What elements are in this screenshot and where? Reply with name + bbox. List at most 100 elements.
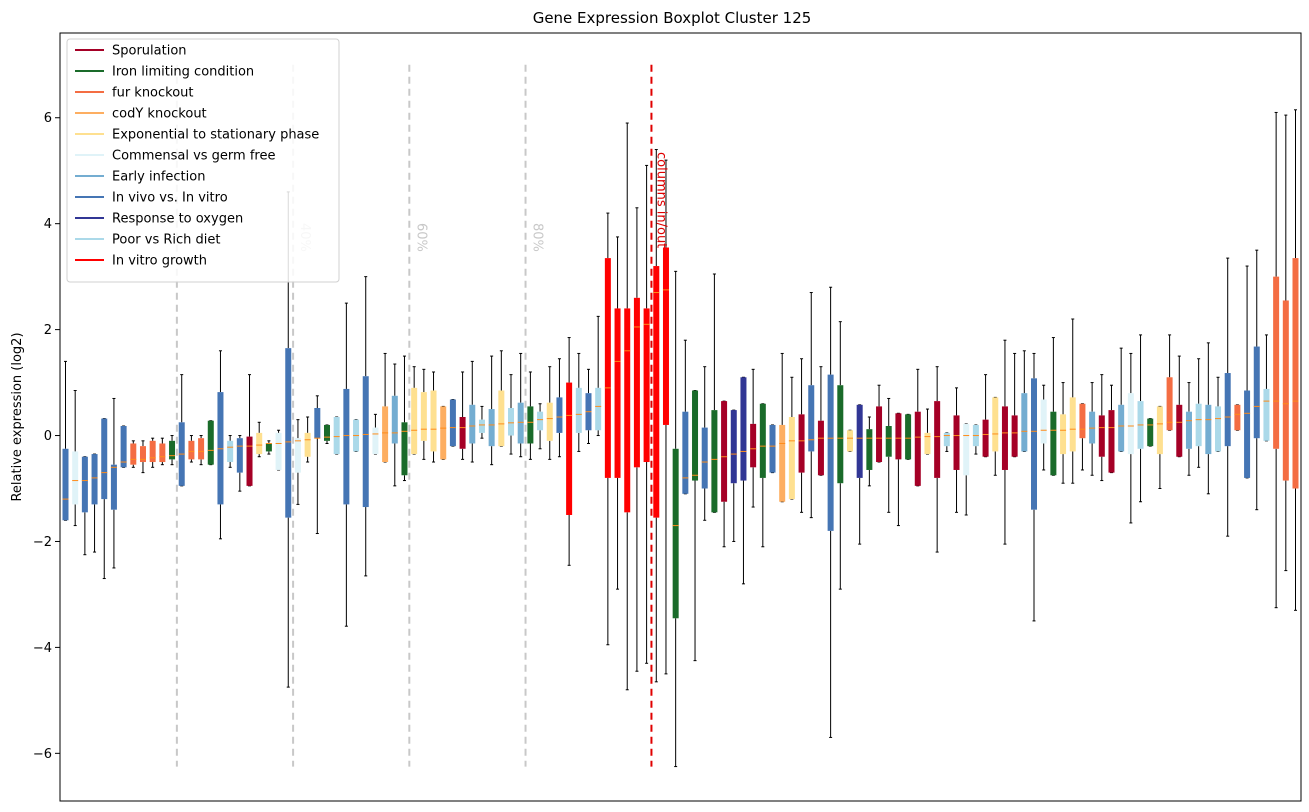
- box: [643, 164, 650, 664]
- box-body: [595, 387, 602, 431]
- box-body: [236, 438, 243, 473]
- box: [246, 374, 253, 487]
- box-body: [730, 410, 737, 484]
- box-body: [992, 397, 999, 452]
- box: [188, 435, 195, 463]
- box-body: [759, 403, 766, 478]
- box: [120, 425, 127, 468]
- box-body: [885, 426, 892, 457]
- box: [323, 424, 330, 444]
- box-body: [411, 387, 418, 455]
- box: [343, 302, 350, 627]
- box-body: [256, 432, 263, 455]
- box-body: [837, 385, 844, 484]
- box-body: [488, 409, 495, 447]
- box: [905, 413, 912, 460]
- box: [139, 440, 146, 474]
- box-body: [139, 446, 146, 463]
- box-body: [740, 377, 747, 481]
- y-tick-label: 0: [44, 429, 52, 444]
- box-body: [294, 438, 301, 473]
- box-body: [275, 432, 282, 470]
- box: [169, 435, 176, 466]
- legend-label: In vitro growth: [112, 254, 207, 269]
- box-body: [1040, 399, 1047, 444]
- box-body: [449, 399, 456, 447]
- box: [1137, 334, 1144, 503]
- box-body: [1215, 406, 1222, 452]
- box: [101, 418, 108, 580]
- box-body: [246, 436, 253, 486]
- box-body: [401, 422, 408, 476]
- box-body: [614, 308, 621, 478]
- box-body: [110, 464, 117, 510]
- box: [1234, 404, 1241, 431]
- box-body: [827, 374, 834, 531]
- box: [788, 376, 795, 500]
- box: [750, 368, 757, 508]
- box-body: [943, 432, 950, 447]
- box: [1069, 318, 1076, 484]
- box-body: [914, 411, 921, 486]
- y-tick-label: −2: [33, 535, 52, 550]
- box-body: [1156, 406, 1163, 455]
- box: [517, 352, 524, 458]
- box-body: [682, 411, 689, 494]
- box-body: [101, 418, 108, 500]
- box: [730, 409, 737, 542]
- legend-label: Response to oxygen: [112, 212, 243, 227]
- box-body: [362, 376, 369, 508]
- box-body: [895, 413, 902, 460]
- box: [382, 352, 389, 463]
- box-body: [750, 423, 757, 468]
- box-body: [227, 440, 234, 463]
- box-body: [1292, 258, 1299, 489]
- box: [430, 371, 437, 463]
- box-body: [343, 388, 350, 505]
- box: [827, 286, 834, 738]
- box-body: [1050, 411, 1057, 476]
- box-body: [546, 402, 553, 441]
- legend-label: Early infection: [112, 170, 205, 185]
- box: [401, 355, 408, 482]
- box: [362, 276, 369, 577]
- box: [1118, 347, 1125, 452]
- box: [934, 366, 941, 553]
- box-body: [498, 390, 505, 447]
- box-body: [856, 404, 863, 478]
- box: [808, 292, 815, 519]
- box-body: [314, 407, 321, 439]
- box-body: [1205, 404, 1212, 455]
- box-body: [517, 402, 524, 444]
- box: [498, 350, 505, 447]
- box: [1205, 342, 1212, 495]
- box: [304, 416, 311, 463]
- box-body: [508, 407, 515, 436]
- legend-label: codY knockout: [112, 107, 207, 122]
- box-body: [169, 440, 176, 460]
- axes: −6 −4 −2 0 2 4 6: [33, 32, 1302, 802]
- box: [256, 421, 263, 458]
- box: [178, 374, 185, 487]
- box: [566, 337, 573, 566]
- box-body: [817, 420, 824, 476]
- box: [110, 397, 117, 569]
- box-body: [633, 297, 640, 468]
- box: [1263, 334, 1270, 442]
- box: [1108, 384, 1115, 474]
- box: [769, 424, 776, 474]
- box: [459, 371, 466, 460]
- box-body: [81, 456, 88, 513]
- box: [62, 360, 69, 521]
- box: [91, 453, 98, 553]
- box-body: [188, 440, 195, 460]
- box: [265, 440, 272, 455]
- box: [972, 424, 979, 455]
- box-body: [149, 440, 156, 463]
- box: [546, 366, 553, 460]
- box: [353, 419, 360, 452]
- box: [624, 122, 631, 691]
- chart-title: Gene Expression Boxplot Cluster 125: [533, 9, 812, 27]
- y-tick-label: −4: [33, 641, 52, 656]
